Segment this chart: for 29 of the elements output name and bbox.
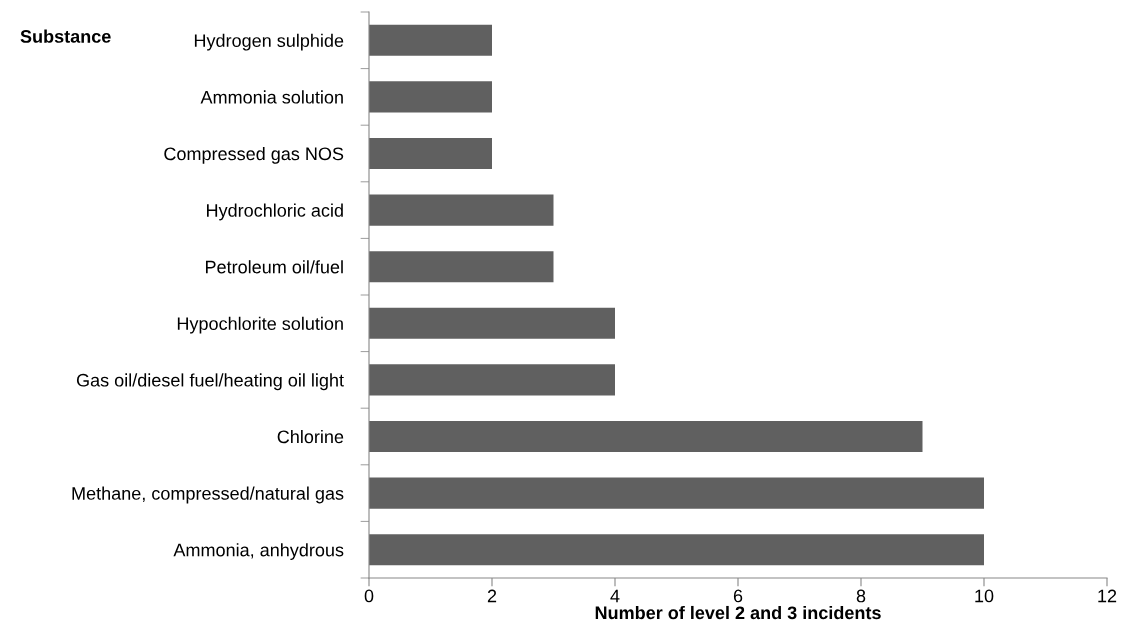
y-tick-label: Ammonia solution: [200, 90, 343, 104]
y-tick-label: Methane, compressed/natural gas: [72, 486, 344, 504]
x-tick-label: 10: [975, 589, 994, 603]
bar: [369, 420, 923, 453]
y-tick-label: Gas oil/diesel fuel/heating oil light: [76, 373, 344, 391]
bar: [369, 534, 984, 566]
x-tick-label: 0: [364, 589, 374, 603]
x-axis-title: Number of level 2 and 3 incidents: [595, 605, 881, 620]
y-tick-label: Ammonia, anhydrous: [173, 543, 344, 560]
x-tick-label: 12: [1098, 589, 1117, 603]
y-tick-label: Chlorine: [277, 429, 344, 444]
x-tick-label: 8: [856, 589, 866, 603]
bar: [369, 477, 984, 509]
bar: [369, 81, 492, 113]
x-tick-label: 2: [487, 589, 497, 603]
bar: [369, 194, 554, 226]
y-tick-label: Hydrochloric acid: [207, 203, 343, 221]
y-tick-label: Compressed gas NOS: [164, 146, 344, 164]
bar: [369, 364, 615, 396]
y-axis-title: Substance: [20, 29, 111, 43]
y-tick-label: Hypochlorite solution: [177, 316, 343, 334]
x-tick-label: 6: [733, 589, 743, 603]
bar: [369, 251, 554, 283]
x-tick-label: 4: [610, 589, 620, 603]
y-tick-label: Hydrogen sulphide: [194, 33, 344, 51]
bar: [369, 307, 615, 339]
bar: [369, 137, 492, 170]
bar: [369, 24, 492, 56]
y-tick-label: Petroleum oil/fuel: [205, 260, 343, 274]
